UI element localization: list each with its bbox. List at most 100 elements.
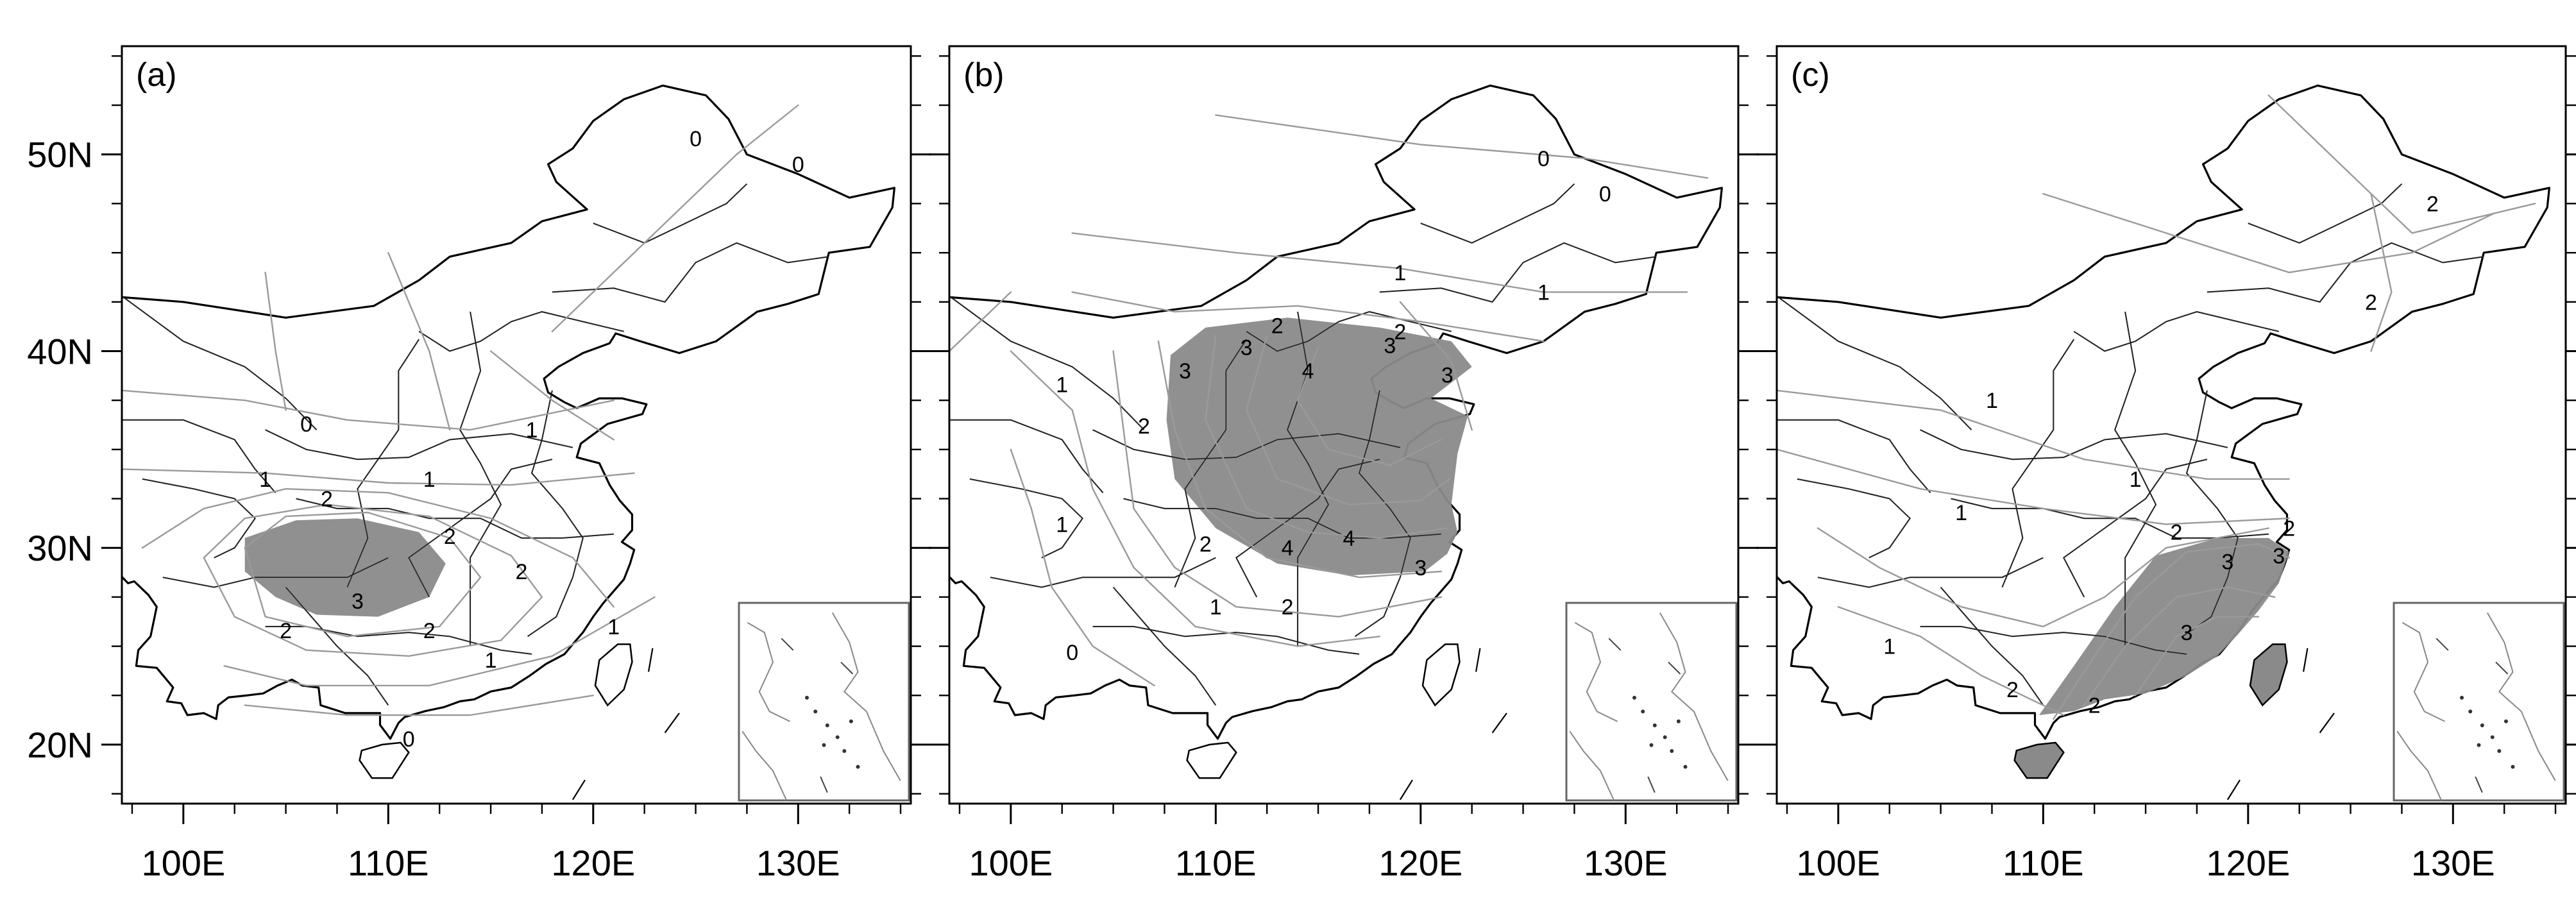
contour-label: 0 — [403, 727, 415, 752]
inset-coastline — [2396, 730, 2443, 801]
inset-island-dot — [2477, 743, 2481, 747]
inset-island-dot — [1676, 719, 1681, 723]
contour-label: 1 — [1394, 261, 1406, 285]
nine-dash-segment — [572, 779, 586, 800]
contour-label: 1 — [1883, 635, 1895, 659]
inset-island-dot — [2511, 764, 2515, 769]
province-boundary — [142, 478, 257, 559]
province-boundary-over-shade — [1092, 626, 1360, 655]
shaded-region — [244, 518, 446, 617]
panel-frame — [948, 45, 1740, 805]
lon-tick-label: 120E — [551, 843, 635, 883]
contour-label: 1 — [2130, 468, 2142, 492]
contour-line — [244, 511, 482, 638]
inset-island-dot — [1663, 735, 1667, 739]
inset-island-dot — [1652, 723, 1657, 727]
inset-island-dot — [2497, 749, 2502, 753]
inset-island-dot — [856, 764, 860, 769]
contour-line — [387, 251, 451, 431]
contour-label: 0 — [690, 127, 702, 151]
province-boundary-over-shade — [1355, 390, 1411, 637]
province-boundary-over-shade — [2248, 183, 2402, 244]
nine-dash-segment — [1399, 779, 1413, 800]
contour-label: 1 — [1538, 280, 1550, 305]
contour-line — [2370, 192, 2393, 352]
contour-line — [1246, 334, 1450, 505]
nine-dash-segment — [2319, 713, 2335, 734]
inset-boundary-dash — [781, 638, 794, 651]
contour-label: 3 — [1384, 334, 1396, 358]
contour-label: 0 — [792, 153, 804, 177]
province-boundary-over-shade — [1420, 183, 1575, 244]
contour-label: 1 — [423, 468, 436, 492]
inset-island-dot — [2504, 719, 2508, 723]
contour-label: 3 — [1241, 335, 1253, 360]
contour-label: 3 — [352, 589, 364, 614]
contour-line — [122, 468, 635, 486]
province-boundary-over-shade — [1951, 498, 2269, 539]
contour-line — [203, 503, 543, 657]
inset-island-dot — [1649, 743, 1654, 747]
province-boundary-over-shade — [459, 311, 502, 646]
contour-label: 2 — [1282, 595, 1294, 620]
contour-line — [2267, 94, 2536, 234]
contour-label: 4 — [1282, 536, 1294, 561]
province-boundary — [122, 295, 318, 430]
contour-label: 1 — [1955, 501, 1967, 525]
inset-island-dot — [2460, 695, 2464, 700]
province-boundary-over-shade — [142, 478, 256, 559]
province-boundary-over-shade — [122, 295, 318, 430]
inset-island-dot — [842, 749, 847, 753]
contour-line — [1010, 448, 1155, 687]
panel-label: (b) — [963, 56, 1004, 94]
province-boundary — [122, 419, 276, 493]
contour-line — [2083, 586, 2276, 706]
province-boundary-over-shade — [1246, 311, 1452, 352]
inset-coastline — [2402, 621, 2445, 722]
inset-island-dot — [849, 719, 853, 723]
china-border — [122, 84, 895, 740]
inset-boundary-dash — [2436, 638, 2449, 651]
contour-line — [1777, 389, 2290, 480]
south-china-sea-inset — [738, 602, 910, 802]
contour-label: 3 — [2181, 621, 2193, 645]
contour-label: 1 — [1056, 512, 1068, 537]
lat-tick-label: 50N — [27, 135, 93, 175]
contour-label: 1 — [1210, 595, 1222, 620]
contour-label: 2 — [1271, 314, 1284, 339]
lon-tick-label: 130E — [756, 843, 840, 883]
panel-frame — [121, 45, 912, 805]
contour-label: 2 — [2365, 291, 2377, 315]
inset-frame — [1565, 602, 1738, 802]
inset-island-dot — [822, 743, 826, 747]
inset-island-dot — [805, 695, 809, 700]
province-boundary — [1920, 429, 2228, 460]
contour-label: 2 — [1394, 320, 1406, 344]
map-panel-c: 2 2 1 1 1 2 2 3 3 3 2 2 1 (c) 100E 110E 120E 130E — [1756, 45, 2576, 883]
contour-line — [1399, 301, 1473, 431]
province-boundary-over-shade — [1777, 295, 1972, 430]
contour-line — [949, 291, 1012, 352]
province-boundary-over-shade — [2001, 339, 2074, 587]
province-boundary — [2073, 311, 2279, 352]
contour-label: 3 — [2221, 550, 2233, 575]
lon-tick-label: 120E — [2206, 843, 2290, 883]
contour-line — [1071, 291, 1545, 342]
contour-label: 2 — [2089, 694, 2101, 718]
inset-coastline — [1574, 621, 1618, 722]
contour-label: 2 — [280, 619, 292, 643]
lat-tick-label: 40N — [27, 331, 93, 371]
inset-island-dot — [1632, 695, 1636, 700]
inset-boundary-dash — [820, 776, 828, 793]
inset-boundary-dash — [1668, 661, 1681, 675]
contour-line — [489, 350, 614, 441]
nine-dash-segment — [2226, 779, 2241, 800]
lon-tick-label: 110E — [2003, 843, 2084, 883]
contour-label: 2 — [423, 619, 436, 643]
contour-line — [551, 104, 799, 332]
lon-tick-label: 120E — [1378, 843, 1462, 883]
province-boundary-over-shade — [969, 478, 1083, 559]
nine-dash-segment — [647, 648, 654, 672]
contour-label: 2 — [1138, 414, 1150, 439]
